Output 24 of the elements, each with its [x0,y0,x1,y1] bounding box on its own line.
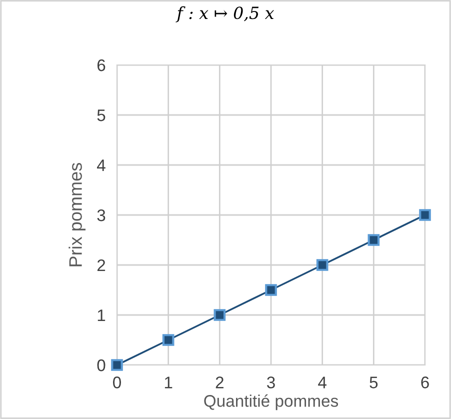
y-tick-label: 4 [97,160,106,172]
y-tick-label: 3 [97,209,106,222]
point [368,234,380,246]
y-axis-title: Prix pommes [68,162,86,266]
point [316,259,328,271]
y-tick-label: 6 [97,59,106,72]
x-tick-label: 3 [267,376,275,388]
x-tick-label: 0 [113,376,121,388]
x-axis-title: Quantitié pommes [204,394,338,410]
x-tick-label: 4 [318,376,326,388]
y-tick-label: 2 [97,259,106,272]
x-tick-label: 5 [370,376,378,388]
point [162,334,174,346]
y-tick-label: 0 [97,359,106,372]
point [265,284,277,296]
x-tick-label: 2 [216,376,224,388]
point [214,309,226,321]
chart-title: f : x ↦ 0,5 x [176,6,274,22]
point [419,209,431,221]
y-tick-label: 5 [97,110,106,122]
y-tick-label: 1 [98,310,106,322]
x-tick-label: 1 [164,376,172,388]
point [111,359,123,371]
x-tick-label: 6 [421,376,429,388]
